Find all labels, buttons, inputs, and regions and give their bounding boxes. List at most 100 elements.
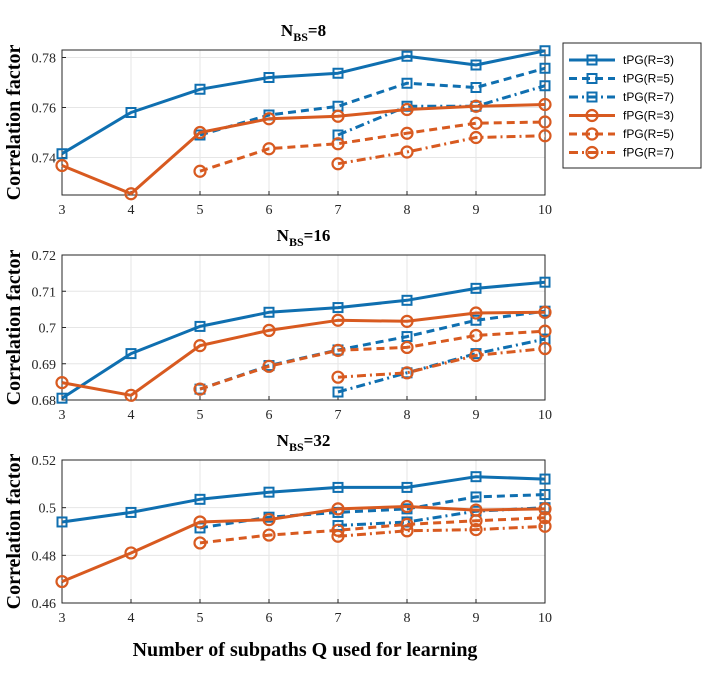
legend-entry: fPG(R=7) bbox=[569, 146, 674, 160]
axes-box bbox=[61, 49, 546, 196]
panel-title-main: N bbox=[277, 431, 290, 450]
y-tick-label: 0.5 bbox=[39, 502, 57, 517]
panel-title-main: N bbox=[277, 226, 290, 245]
data-point bbox=[401, 77, 413, 89]
y-axis-label: Correlation factor bbox=[3, 454, 25, 610]
data-point bbox=[469, 348, 483, 363]
legend-label: fPG(R=5) bbox=[623, 127, 674, 141]
series-line bbox=[61, 475, 546, 524]
data-point bbox=[332, 129, 344, 141]
series-line bbox=[61, 280, 546, 400]
x-tick-label: 6 bbox=[266, 611, 273, 626]
panel-title-main: N bbox=[281, 21, 294, 40]
series-tpg-r-3 bbox=[56, 471, 551, 528]
data-point bbox=[193, 515, 207, 529]
legend-label: fPG(R=3) bbox=[623, 109, 674, 123]
data-point bbox=[469, 130, 483, 145]
data-point bbox=[539, 276, 551, 288]
series-line bbox=[61, 103, 546, 196]
x-tick-label: 10 bbox=[538, 203, 552, 218]
data-point bbox=[470, 314, 482, 326]
legend-marker bbox=[585, 145, 599, 160]
data-point bbox=[55, 158, 69, 173]
data-point bbox=[193, 536, 207, 550]
x-tick-label: 3 bbox=[59, 611, 66, 626]
data-point bbox=[262, 528, 276, 542]
data-point bbox=[262, 142, 276, 156]
data-point bbox=[263, 486, 275, 498]
data-point bbox=[469, 328, 483, 343]
chart-panel: 3 4 5 6 7 8 9 10 0.74 0.76 0.78 Correlation factor N… bbox=[3, 21, 552, 218]
data-point bbox=[539, 489, 551, 501]
data-point bbox=[193, 382, 207, 396]
y-tick-label: 0.72 bbox=[32, 249, 57, 264]
data-point bbox=[262, 112, 276, 126]
y-tick-label: 0.69 bbox=[32, 358, 57, 373]
series-line bbox=[61, 310, 546, 397]
data-point bbox=[539, 80, 551, 92]
data-point bbox=[400, 499, 414, 514]
data-point bbox=[539, 62, 551, 74]
series-fpg-r-5 bbox=[193, 115, 552, 178]
series-line bbox=[199, 516, 546, 545]
data-point bbox=[331, 313, 345, 327]
x-tick-label: 9 bbox=[473, 611, 480, 626]
data-point bbox=[262, 512, 276, 527]
x-tick-label: 8 bbox=[404, 611, 411, 626]
y-tick-label: 0.7 bbox=[39, 322, 57, 337]
data-point bbox=[470, 471, 482, 483]
panel-title-rest: =32 bbox=[304, 431, 331, 450]
data-point bbox=[263, 306, 275, 318]
panel-title-subscript: BS bbox=[293, 30, 308, 44]
data-point bbox=[125, 506, 137, 518]
data-point bbox=[400, 517, 414, 531]
x-tick-label: 8 bbox=[404, 408, 411, 423]
data-point bbox=[538, 129, 552, 143]
x-tick-label: 9 bbox=[473, 408, 480, 423]
x-tick-label: 8 bbox=[404, 203, 411, 218]
data-point bbox=[538, 324, 552, 338]
x-tick-label: 4 bbox=[128, 408, 135, 423]
data-point bbox=[400, 314, 414, 328]
data-point bbox=[469, 116, 483, 130]
data-point bbox=[469, 306, 483, 320]
x-axis-label: Number of subpaths Q used for learning bbox=[133, 639, 478, 661]
data-point bbox=[400, 126, 414, 140]
y-tick-label: 0.71 bbox=[32, 285, 57, 300]
data-point bbox=[400, 340, 414, 355]
data-point bbox=[193, 125, 207, 140]
legend-marker bbox=[586, 73, 598, 84]
panel-title-subscript: BS bbox=[289, 440, 304, 454]
series-line bbox=[337, 134, 546, 166]
data-point bbox=[400, 102, 414, 117]
series-fpg-r-5 bbox=[193, 511, 552, 550]
legend-entry: tPG(R=7) bbox=[569, 90, 674, 104]
chart-panel: 3 4 5 6 7 8 9 10 0.68 0.69 0.7 0.71 0.72 Correlation … bbox=[3, 226, 552, 423]
panel-title: NBS=32 bbox=[277, 431, 331, 454]
y-axis-label: Correlation factor bbox=[3, 250, 25, 406]
y-axis-label: Correlation factor bbox=[3, 45, 25, 201]
legend-marker bbox=[586, 91, 598, 103]
series-tpg-r-3 bbox=[56, 45, 551, 160]
data-point bbox=[539, 473, 551, 485]
series-line bbox=[61, 49, 546, 155]
data-point bbox=[538, 97, 552, 112]
legend-entry: fPG(R=5) bbox=[569, 127, 674, 141]
series-tpg-r-3 bbox=[56, 276, 551, 404]
legend-entry: tPG(R=5) bbox=[569, 72, 674, 86]
legend-entry: fPG(R=3) bbox=[569, 109, 674, 123]
data-point bbox=[124, 388, 138, 402]
x-tick-label: 4 bbox=[128, 611, 135, 626]
data-point bbox=[470, 82, 482, 93]
series-fpg-r-5 bbox=[193, 324, 552, 396]
x-tick-label: 6 bbox=[266, 203, 273, 218]
data-point bbox=[194, 83, 206, 95]
legend-box bbox=[562, 42, 702, 169]
data-point bbox=[538, 115, 552, 129]
series-fpg-r-3 bbox=[55, 305, 552, 402]
series-fpg-r-7 bbox=[331, 519, 552, 543]
data-point bbox=[470, 491, 482, 503]
legend: tPG(R=3) tPG(R=5) tPG(R=7) fPG(R=3) fPG(R=5)… bbox=[562, 42, 702, 169]
x-tick-label: 7 bbox=[335, 203, 342, 218]
